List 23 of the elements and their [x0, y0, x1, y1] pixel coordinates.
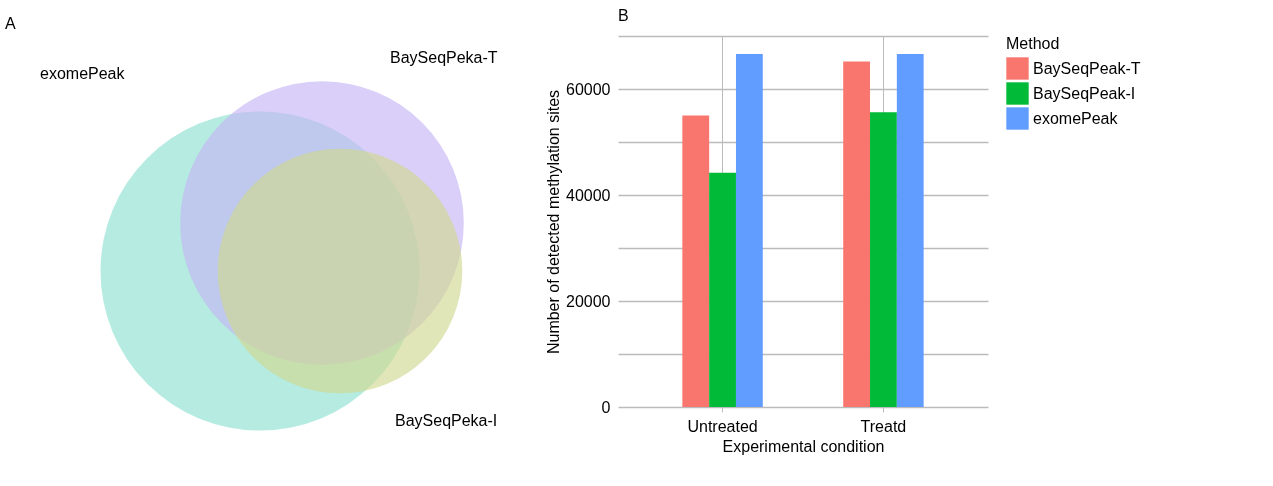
bar: [709, 172, 736, 407]
text: A: [5, 15, 16, 32]
y-tick-label: 20000: [566, 292, 611, 310]
x-axis-title: Experimental condition: [722, 437, 885, 455]
bar: [735, 54, 763, 407]
legend-label: BaySeqPeak-I: [1033, 84, 1136, 102]
y-tick-label: 60000: [566, 80, 611, 98]
text: exomePeak: [40, 65, 126, 82]
bar: [843, 61, 871, 407]
y-axis-title: Number of detected methylation sites: [545, 89, 563, 355]
bar: [896, 54, 924, 407]
text: BaySeqPeka-T: [390, 49, 498, 66]
chart-title: B: [618, 7, 629, 24]
legend-label: BaySeqPeak-T: [1033, 59, 1141, 77]
text: BaySeqPeka-I: [395, 412, 498, 429]
x-tick-label: Untreated: [687, 417, 758, 435]
legend-title: Method: [1006, 35, 1060, 52]
y-tick-label: 0: [601, 398, 611, 416]
legend-label: exomePeak: [1033, 109, 1119, 127]
x-tick-label: Treatd: [860, 417, 907, 435]
bar: [682, 115, 710, 407]
y-tick-label: 40000: [566, 186, 611, 204]
bar: [870, 112, 897, 407]
